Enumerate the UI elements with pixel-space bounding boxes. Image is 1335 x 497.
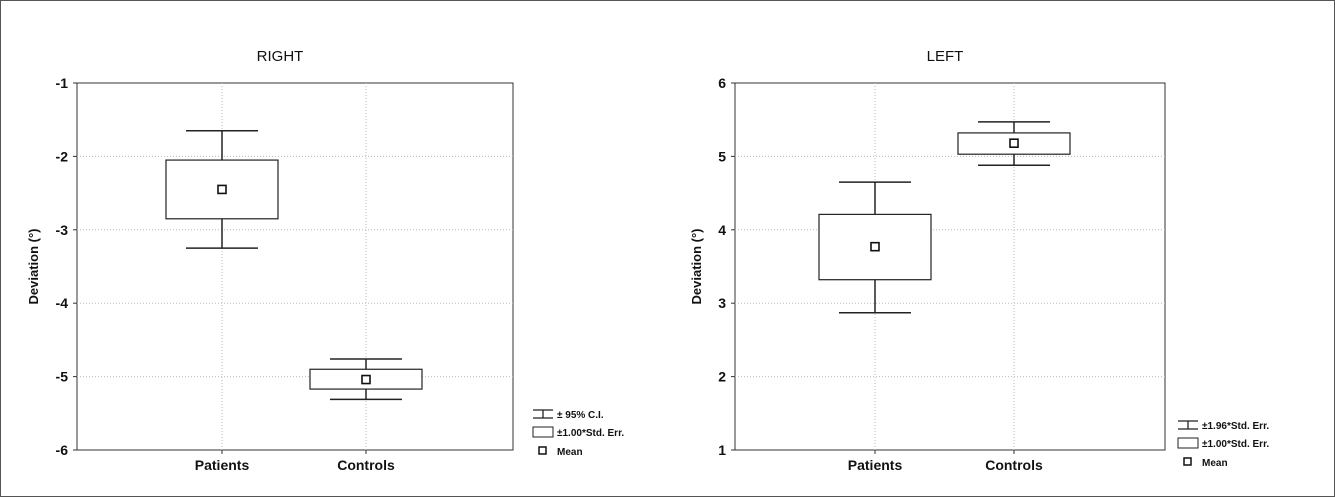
category-label-patients: Patients	[848, 457, 903, 473]
mean-marker	[1009, 138, 1019, 148]
y-tick-label: -1	[56, 75, 69, 91]
legend-label-mean: Mean	[1202, 458, 1228, 469]
y-tick-label: 4	[718, 222, 726, 238]
legend-label-interval: ±1.96*Std. Err.	[1202, 421, 1269, 432]
y-tick-label: 2	[718, 369, 726, 385]
y-tick-label: -2	[56, 148, 69, 164]
box-patients	[165, 129, 279, 249]
box-patients	[818, 181, 932, 314]
legend-box-icon	[1177, 437, 1199, 449]
category-label-patients: Patients	[195, 457, 250, 473]
y-axis-label: Deviation (°)	[26, 229, 41, 305]
legend-label-mean: Mean	[557, 447, 583, 458]
category-label-controls: Controls	[985, 457, 1043, 473]
legend-label-std-err: ±1.00*Std. Err.	[557, 428, 624, 439]
legend: ± 95% C.I. ±1.00*Std. Err. Mean	[532, 409, 624, 458]
chart-title: LEFT	[927, 48, 964, 65]
legend-label-interval: ± 95% C.I.	[557, 410, 604, 421]
y-tick-label: 1	[718, 442, 726, 458]
legend-label-std-err: ±1.00*Std. Err.	[1202, 439, 1269, 450]
mean-marker	[870, 241, 880, 252]
legend-box-icon	[532, 426, 554, 438]
y-tick-label: -3	[56, 222, 69, 238]
category-label-controls: Controls	[337, 457, 395, 473]
plot-area	[76, 82, 514, 451]
y-tick-label: -4	[56, 295, 69, 311]
chart-title: RIGHT	[257, 48, 304, 65]
mean-marker	[361, 374, 371, 385]
y-tick-label: -5	[56, 369, 69, 385]
y-tick-label: 3	[718, 295, 726, 311]
chart-panel-right: -6 -5 -4 -3 -2 -1 Patients Controls RIGHT Deviati…	[26, 48, 624, 473]
mean-marker	[217, 184, 227, 195]
legend: ±1.96*Std. Err. ±1.00*Std. Err. Mean	[1177, 420, 1269, 469]
y-tick-label: 5	[718, 148, 726, 164]
plot-area	[734, 82, 1166, 451]
legend-mean-icon	[1183, 457, 1192, 466]
legend-mean-icon	[538, 446, 547, 455]
box-controls	[957, 121, 1071, 166]
y-tick-label: 6	[718, 75, 726, 91]
y-axis-label: Deviation (°)	[689, 229, 704, 305]
chart-panel-left: 1 2 3 4 5 6 Patients Controls LEFT Deviation (°) ±…	[689, 48, 1269, 473]
box-controls	[309, 358, 423, 401]
y-tick-label: -6	[56, 442, 69, 458]
